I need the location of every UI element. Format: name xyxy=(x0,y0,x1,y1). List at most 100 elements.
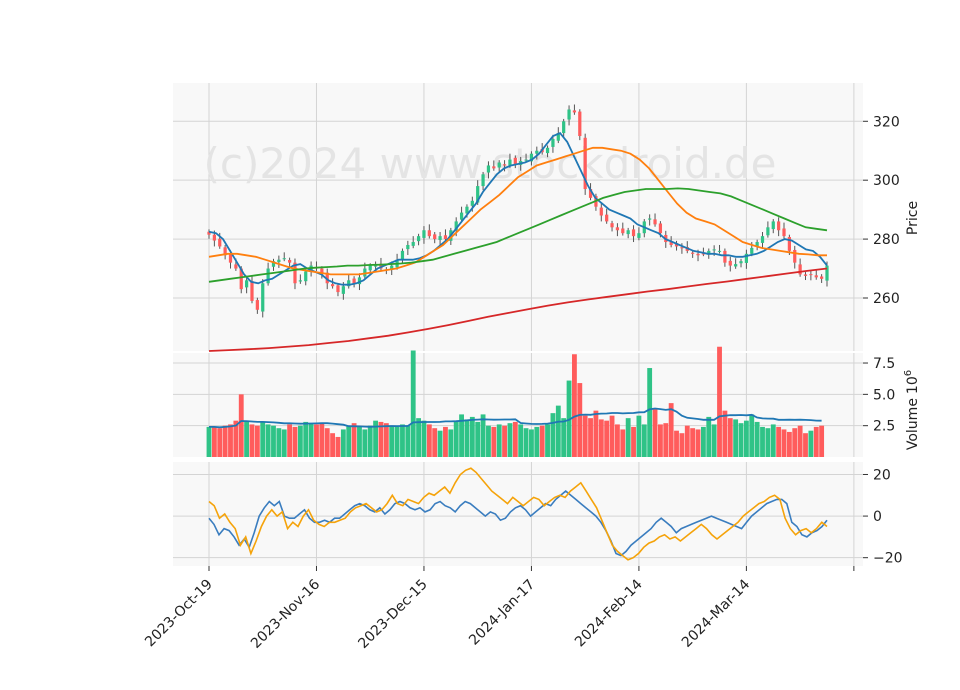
volume-bar xyxy=(432,428,438,457)
volume-bar xyxy=(625,418,631,457)
volume-bar xyxy=(588,418,593,457)
volume-bar xyxy=(631,426,636,457)
volume-moving-average xyxy=(209,407,822,429)
volume-bar xyxy=(534,426,540,457)
volume-bar xyxy=(803,433,808,457)
candle-body xyxy=(760,236,765,243)
candle-body xyxy=(357,277,362,285)
volume-bar xyxy=(389,425,395,457)
volume-bar xyxy=(394,426,400,457)
candle-body xyxy=(411,242,415,246)
candle-body xyxy=(416,236,421,242)
volume-bar xyxy=(362,429,368,457)
volume-bar xyxy=(228,424,233,457)
moving-average-200 xyxy=(208,267,828,352)
volume-bar xyxy=(496,424,502,457)
candle-body xyxy=(218,238,222,247)
candle-body xyxy=(239,268,243,290)
volume-bar xyxy=(711,424,717,457)
volume-bar xyxy=(555,405,561,457)
volume-bar xyxy=(254,425,260,457)
candle-body xyxy=(621,228,625,234)
volume-bar xyxy=(657,424,663,457)
candle-body xyxy=(341,286,345,294)
volume-bar xyxy=(249,424,255,457)
candle-body xyxy=(658,223,663,234)
candle-body xyxy=(712,249,716,251)
candle-body xyxy=(336,285,340,293)
candle-body xyxy=(508,159,512,166)
candle-body xyxy=(803,274,808,276)
volume-bar xyxy=(577,383,583,457)
candle-body xyxy=(438,236,442,240)
volume-bar xyxy=(469,416,475,457)
candle-body xyxy=(459,212,464,220)
candle-body xyxy=(583,137,587,190)
candle-body xyxy=(250,281,254,301)
oscillator-panel xyxy=(173,462,863,566)
candle-body xyxy=(454,221,458,231)
candle-body xyxy=(497,162,501,168)
volume-bar xyxy=(582,415,588,457)
volume-bar xyxy=(303,421,309,457)
candle-body xyxy=(556,133,560,141)
candle-body xyxy=(648,218,652,220)
candle-body xyxy=(427,230,431,237)
volume-bar xyxy=(700,426,706,457)
volume-bar xyxy=(593,410,599,457)
candle-body xyxy=(578,111,582,137)
volume-series xyxy=(206,346,825,457)
volume-bar xyxy=(281,429,287,457)
moving-average-10 xyxy=(208,146,827,276)
candle-body xyxy=(298,280,302,282)
volume-bar xyxy=(776,426,782,457)
volume-tick-label: 7.5 xyxy=(873,356,895,372)
oscillator-tick-label: 20 xyxy=(873,467,891,483)
volume-bar xyxy=(383,423,389,457)
candle-body xyxy=(400,250,405,260)
candle-body xyxy=(734,264,738,267)
volume-bar xyxy=(743,420,749,457)
volume-bar xyxy=(539,425,545,457)
volume-bar xyxy=(717,346,722,457)
volume-bar xyxy=(679,433,685,457)
volume-bar xyxy=(437,430,443,457)
volume-bar xyxy=(459,414,464,457)
candle-body xyxy=(535,150,539,154)
candle-body xyxy=(750,247,754,254)
volume-bar xyxy=(351,423,357,457)
candle-body xyxy=(787,237,791,251)
volume-bar xyxy=(346,425,352,457)
volume-bar xyxy=(378,421,384,457)
candle-body xyxy=(653,219,657,225)
volume-bar xyxy=(292,426,298,457)
volume-bar xyxy=(405,425,411,457)
candle-body xyxy=(330,284,335,287)
volume-bar xyxy=(287,424,293,457)
volume-bar xyxy=(754,421,760,457)
volume-bar xyxy=(819,425,825,457)
x-tick-label: 2023-Dec-15 xyxy=(355,577,430,652)
candle-body xyxy=(744,253,749,263)
candle-body xyxy=(443,235,448,240)
candle-body xyxy=(433,234,437,240)
candle-body xyxy=(631,229,636,237)
x-tick-label: 2023-Oct-19 xyxy=(142,577,216,651)
candle-body xyxy=(513,157,517,164)
candle-body xyxy=(691,252,695,254)
candle-body xyxy=(524,159,528,161)
x-tick-label: 2024-Mar-14 xyxy=(679,576,753,650)
volume-bar xyxy=(453,421,459,457)
volume-axis-power: 6 xyxy=(903,370,914,376)
moving-average-5 xyxy=(208,132,828,286)
candle-body xyxy=(320,268,324,275)
volume-bar xyxy=(706,416,712,457)
candle-body xyxy=(234,264,238,269)
candle-body xyxy=(599,207,603,216)
candle-body xyxy=(207,231,211,235)
volume-bar xyxy=(448,429,454,457)
candle-body xyxy=(529,153,534,162)
volume-bar xyxy=(797,425,803,457)
candle-body xyxy=(481,174,485,187)
candle-body xyxy=(304,271,308,282)
